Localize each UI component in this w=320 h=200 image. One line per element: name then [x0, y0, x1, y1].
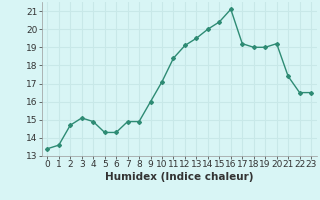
X-axis label: Humidex (Indice chaleur): Humidex (Indice chaleur) — [105, 172, 253, 182]
